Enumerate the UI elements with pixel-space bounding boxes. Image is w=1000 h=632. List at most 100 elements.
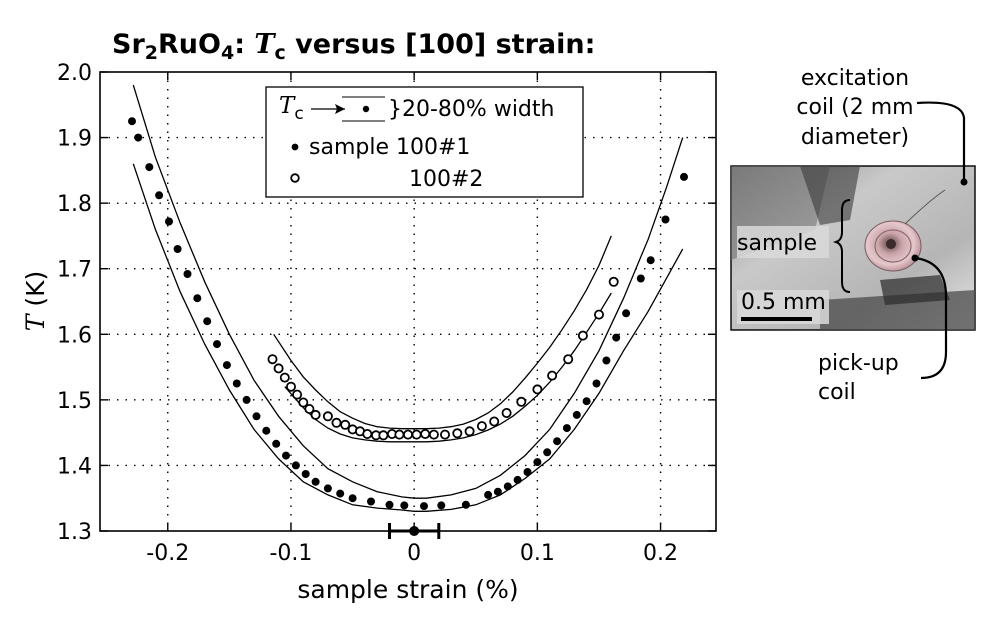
strain-error-bar	[388, 523, 441, 539]
pickup-coil-ring	[874, 229, 912, 263]
data-points	[128, 117, 688, 511]
sample-label-bg	[737, 226, 829, 258]
excitation-coil-label-line3: diameter)	[801, 125, 909, 150]
data-point-sample2	[304, 403, 315, 414]
data-point-sample2	[331, 417, 342, 428]
data-point-sample1	[165, 217, 173, 226]
data-point-sample2	[285, 381, 296, 392]
y-tick-label: 1.6	[57, 323, 92, 348]
data-point-sample1	[155, 191, 164, 200]
data-point-sample1	[242, 395, 251, 404]
width-bands	[132, 84, 684, 512]
width-band-line	[132, 84, 684, 499]
data-point-sample2	[340, 419, 351, 430]
data-point-sample2	[516, 396, 527, 407]
data-point-sample2	[464, 426, 475, 437]
photo-post	[880, 275, 950, 305]
data-point-sample1	[513, 475, 522, 484]
x-tick-label: 0	[407, 541, 421, 566]
width-band-line	[273, 235, 612, 430]
width-band-line	[132, 163, 684, 512]
data-point-sample1	[420, 502, 428, 511]
data-point-sample1	[193, 294, 202, 303]
sample-photo: sample 0.5 mm	[730, 165, 976, 331]
data-point-sample1	[493, 487, 502, 496]
data-point-sample2	[452, 428, 463, 439]
data-point-sample1	[661, 215, 670, 224]
photo-holder-top	[800, 166, 860, 225]
data-point-sample2	[563, 354, 574, 365]
pickup-coil-label-line1: pick-up	[818, 351, 899, 376]
data-point-sample2	[322, 411, 333, 422]
data-point-sample2	[362, 428, 373, 439]
y-tick-label: 1.3	[57, 520, 92, 545]
excitation-coil-label-line1: excitation	[801, 66, 909, 91]
y-tick-label: 1.8	[57, 192, 92, 217]
data-point-sample1	[173, 245, 182, 253]
data-point-sample2	[378, 430, 389, 441]
data-point-sample2	[402, 429, 413, 440]
data-point-sample1	[323, 484, 332, 493]
data-point-sample1	[203, 317, 212, 326]
x-tick-label: -0.1	[269, 541, 312, 566]
data-point-sample2	[532, 384, 543, 395]
data-point-sample2	[298, 397, 309, 408]
data-point-sample1	[484, 490, 493, 499]
excitation-coil-label-line2: coil (2 mm	[796, 95, 913, 120]
data-point-sample1	[503, 482, 512, 491]
legend-tc-marker	[362, 105, 370, 113]
data-point-sample2	[489, 416, 500, 427]
legend-width-label: }20-80% width	[388, 97, 554, 122]
excitation-coil-pointer-dot	[960, 178, 968, 186]
width-band-line	[284, 292, 612, 443]
data-point-sample1	[533, 458, 542, 467]
y-tick-label: 1.5	[57, 389, 92, 414]
data-point-sample1	[523, 468, 532, 476]
y-tick-label: 1.4	[57, 454, 92, 479]
data-point-sample2	[411, 429, 422, 440]
data-point-sample1	[183, 270, 192, 278]
data-point-sample1	[636, 274, 645, 283]
data-point-sample1	[367, 497, 375, 506]
data-point-sample2	[273, 363, 284, 374]
data-point-sample1	[582, 397, 591, 406]
data-point-sample1	[400, 501, 409, 510]
legend-tc-label: Tc	[279, 93, 304, 124]
x-tick-label: -0.2	[146, 541, 189, 566]
y-tick-label: 1.7	[57, 258, 92, 283]
data-point-sample2	[292, 389, 303, 400]
data-point-sample1	[252, 412, 261, 421]
data-point-sample1	[262, 426, 271, 435]
error-bar-point	[409, 526, 420, 536]
chart-title: Sr2RuO4: Tc versus [100] strain:	[112, 29, 595, 64]
data-point-sample2	[279, 372, 290, 383]
legend-arrow-head	[335, 104, 345, 114]
data-point-sample2	[267, 354, 278, 365]
data-point-sample1	[336, 489, 345, 498]
legend-sample2-label: 100#2	[409, 167, 483, 192]
x-tick-label: 0.1	[520, 541, 555, 566]
pickup-coil-center	[886, 239, 896, 249]
data-point-sample2	[501, 407, 512, 418]
data-point-sample1	[385, 500, 394, 509]
data-point-sample1	[145, 163, 154, 172]
photo-wire	[904, 189, 946, 225]
pickup-coil-pointer-dot	[911, 254, 919, 262]
sample-label: sample	[737, 231, 817, 256]
sample-brace	[832, 199, 851, 293]
excitation-coil-pointer	[916, 101, 966, 182]
data-point-sample2	[577, 330, 588, 341]
scale-bar-label: 0.5 mm	[741, 290, 826, 315]
x-axis-label: sample strain (%)	[297, 575, 518, 604]
data-point-sample2	[608, 276, 619, 287]
data-point-sample1	[543, 448, 552, 457]
legend-sample1-label: sample 100#1	[309, 135, 470, 160]
data-point-sample1	[461, 500, 470, 509]
data-point-sample1	[592, 379, 601, 388]
legend-box	[265, 86, 584, 198]
data-point-sample1	[272, 439, 281, 448]
tick-labels: -0.2 -0.1 0 0.1 0.2 1.3 1.4 1.5 1.6 1.7 1.8 1.9 2.0	[57, 61, 678, 566]
data-point-sample2	[394, 429, 405, 440]
data-point-sample1	[213, 340, 221, 349]
